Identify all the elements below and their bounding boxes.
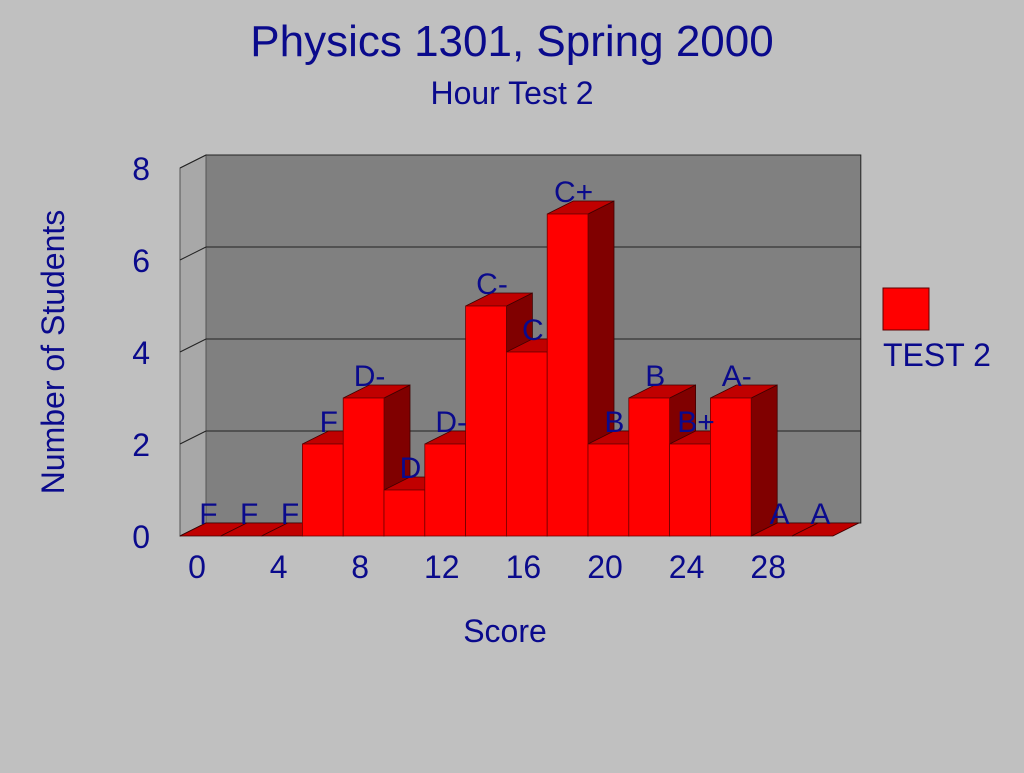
- x-tick-label: 28: [750, 549, 786, 585]
- grade-label: C: [522, 314, 544, 347]
- grade-label: A: [810, 498, 830, 531]
- grade-label: C-: [476, 268, 508, 301]
- x-axis-ticks: 0 4 8 12 16 20 24 28: [188, 549, 786, 585]
- bar-front: [628, 397, 670, 537]
- x-tick-label: 0: [188, 549, 206, 585]
- bar-front: [342, 397, 385, 537]
- grade-label: F: [320, 406, 338, 439]
- grade-label: B: [645, 360, 665, 393]
- x-axis-label: Score: [463, 613, 547, 649]
- y-tick-label: 4: [132, 335, 150, 371]
- x-tick-label: 12: [424, 549, 460, 585]
- bar-front: [505, 351, 548, 537]
- bars: [179, 200, 859, 537]
- grade-label: D-: [354, 360, 386, 393]
- bar: [791, 522, 859, 537]
- gridline-side: [179, 338, 207, 353]
- x-tick-label: 8: [351, 549, 369, 585]
- grade-label: F: [199, 498, 217, 531]
- grade-label: A: [770, 498, 790, 531]
- grade-label: A-: [722, 360, 752, 393]
- y-axis-label: Number of Students: [35, 210, 71, 495]
- bar-front: [424, 443, 466, 537]
- bar: [710, 384, 778, 537]
- bar-top: [791, 522, 859, 537]
- grade-label: B: [604, 406, 624, 439]
- grade-label: B+: [677, 406, 715, 439]
- grade-labels: F F FFD-DD-C-CC+BBB+A-A A: [199, 176, 830, 531]
- grade-label: D: [400, 452, 422, 485]
- y-tick-label: 8: [132, 151, 150, 187]
- x-tick-label: 4: [270, 549, 288, 585]
- bar-front: [587, 443, 630, 537]
- y-tick-label: 6: [132, 243, 150, 279]
- x-tick-label: 24: [669, 549, 705, 585]
- grade-label: D-: [435, 406, 467, 439]
- x-tick-label: 16: [506, 549, 542, 585]
- bar-front: [301, 443, 344, 537]
- bar-front: [383, 489, 426, 537]
- grade-label: C+: [554, 176, 593, 209]
- gridline-side: [179, 154, 207, 169]
- grade-label: F: [240, 498, 258, 531]
- y-tick-label: 0: [132, 519, 150, 555]
- chart-title: Physics 1301, Spring 2000: [250, 17, 773, 66]
- y-tick-label: 2: [132, 427, 150, 463]
- gridline-side: [179, 246, 207, 261]
- bar-front: [669, 443, 711, 537]
- grade-label: F: [281, 498, 299, 531]
- bar-front: [465, 305, 507, 537]
- legend-label: TEST 2: [883, 337, 991, 373]
- bar-front: [546, 213, 589, 537]
- y-axis-ticks: 0 2 4 6 8: [132, 151, 150, 555]
- bar-front: [710, 397, 752, 537]
- x-tick-label: 20: [587, 549, 623, 585]
- gridline-side: [179, 430, 207, 445]
- chart-subtitle: Hour Test 2: [430, 75, 593, 111]
- legend-swatch: [882, 287, 930, 331]
